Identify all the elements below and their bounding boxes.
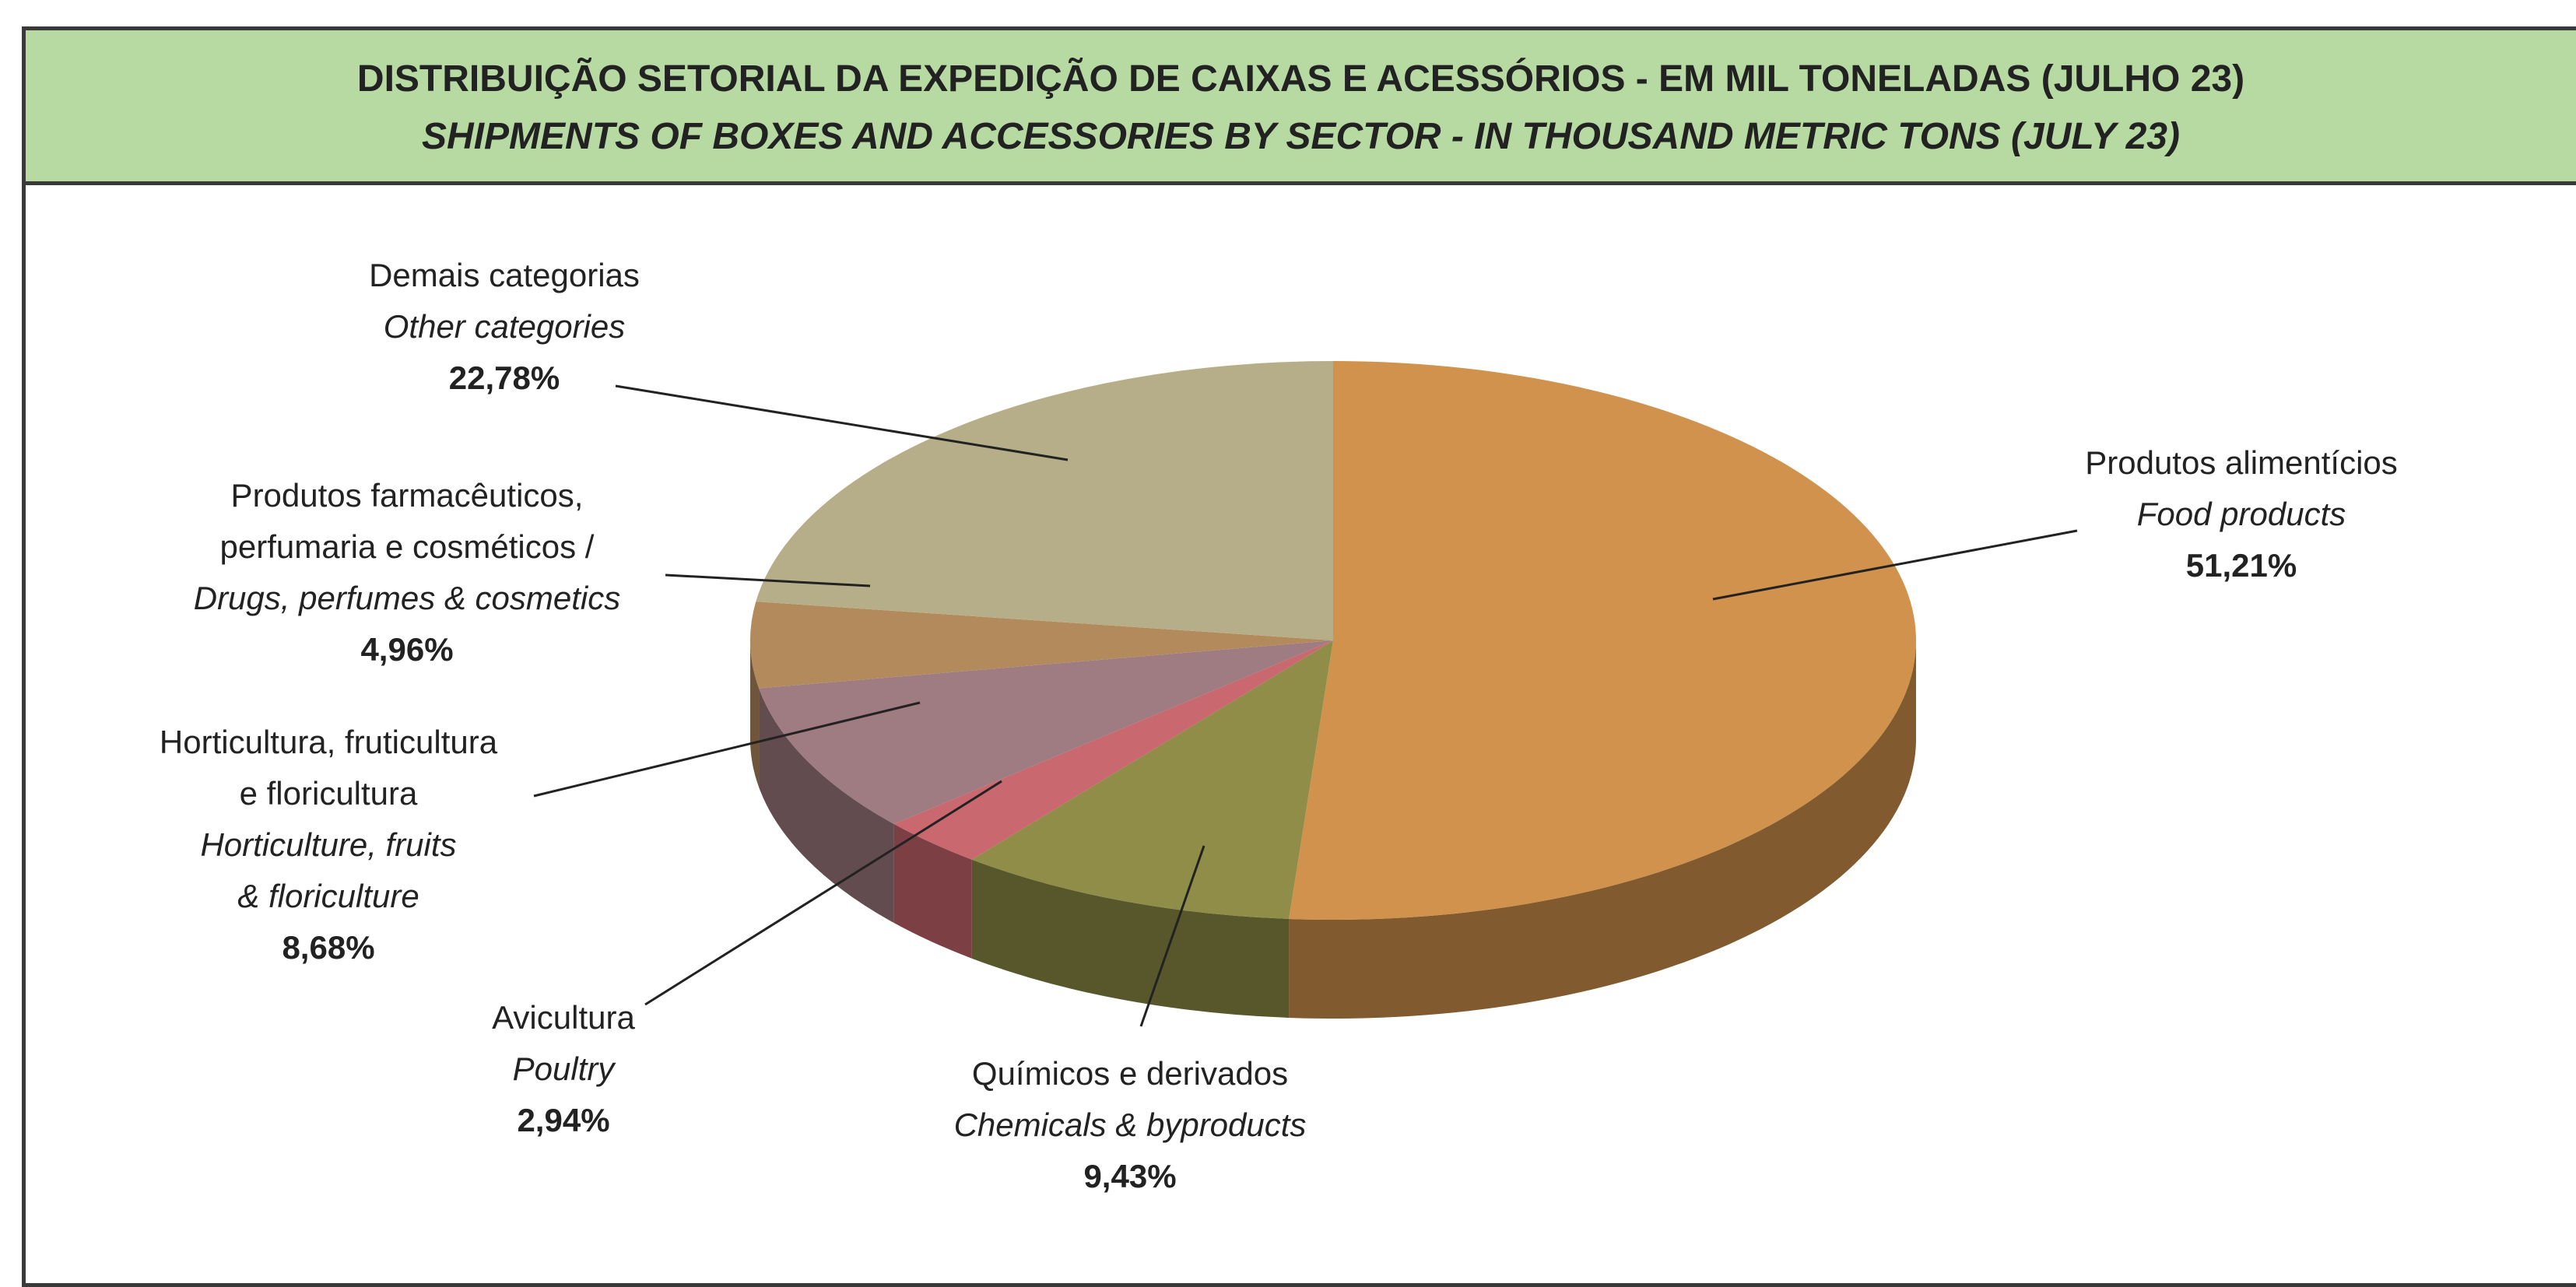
category-label: Demais categorias <box>369 257 640 293</box>
chart-title: DISTRIBUIÇÃO SETORIAL DA EXPEDIÇÃO DE CA… <box>356 58 2245 100</box>
slice-side-shade <box>750 640 760 787</box>
slice-label: Produtos alimentícios Food products 51,21% <box>2085 437 2398 591</box>
slice-side <box>1289 640 1916 1019</box>
slice <box>971 640 1333 919</box>
value-label: 4,96% <box>360 631 454 668</box>
category-label: Horticultura, fruticultura e floricultur… <box>159 724 498 812</box>
category-label-en: Drugs, perfumes & cosmetics <box>193 580 621 616</box>
value-label: 51,21% <box>2185 547 2297 584</box>
slice-label: Horticultura, fruticultura e floricultur… <box>153 717 504 973</box>
slice-side-shade <box>759 688 894 924</box>
category-label: Produtos alimentícios <box>2085 444 2398 481</box>
slice <box>1289 361 1916 921</box>
category-label-en: Other categories <box>383 308 626 345</box>
slice-side <box>759 688 894 924</box>
category-label: Produtos farmacêuticos, perfumaria e cos… <box>219 477 595 565</box>
category-label-en: Horticulture, fruits & floriculture <box>200 826 457 914</box>
slice-label: Químicos e derivados Chemicals & byproduc… <box>954 1048 1307 1202</box>
category-label: Avicultura <box>492 999 635 1036</box>
leader-line <box>644 780 1002 1006</box>
slice-side-shade <box>1289 640 1916 1019</box>
header: DISTRIBUIÇÃO SETORIAL DA EXPEDIÇÃO DE CA… <box>26 30 2576 185</box>
slice <box>749 601 1333 689</box>
slice <box>756 360 1333 640</box>
slice <box>893 640 1333 860</box>
category-label-en: Food products <box>2136 496 2346 532</box>
category-label: Químicos e derivados <box>971 1055 1289 1092</box>
slice-side <box>893 824 972 959</box>
chart-subtitle: SHIPMENTS OF BOXES AND ACCESSORIES BY SE… <box>422 116 2180 157</box>
slice-label: Avicultura Poultry 2,94% <box>492 992 635 1146</box>
category-label-en: Poultry <box>512 1050 615 1087</box>
slice-label: Produtos farmacêuticos, perfumaria e cos… <box>194 470 621 675</box>
leader-line <box>1139 845 1206 1027</box>
slice-side <box>971 859 1290 1018</box>
slice-label: Demais categorias Other categories 22,78% <box>369 250 640 404</box>
leader-line <box>1712 529 2078 601</box>
category-label-en: Chemicals & byproducts <box>953 1106 1307 1143</box>
slice-side-shade <box>971 859 1290 1018</box>
leader-line <box>665 573 871 587</box>
slice-side-shade <box>893 824 972 959</box>
leader-line <box>533 701 921 798</box>
slice-side <box>750 640 760 787</box>
leader-line <box>615 384 1069 461</box>
value-label: 22,78% <box>448 359 560 396</box>
slice <box>759 640 1333 825</box>
value-label: 2,94% <box>517 1102 610 1138</box>
value-label: 9,43% <box>1083 1158 1177 1194</box>
value-label: 8,68% <box>282 929 375 966</box>
